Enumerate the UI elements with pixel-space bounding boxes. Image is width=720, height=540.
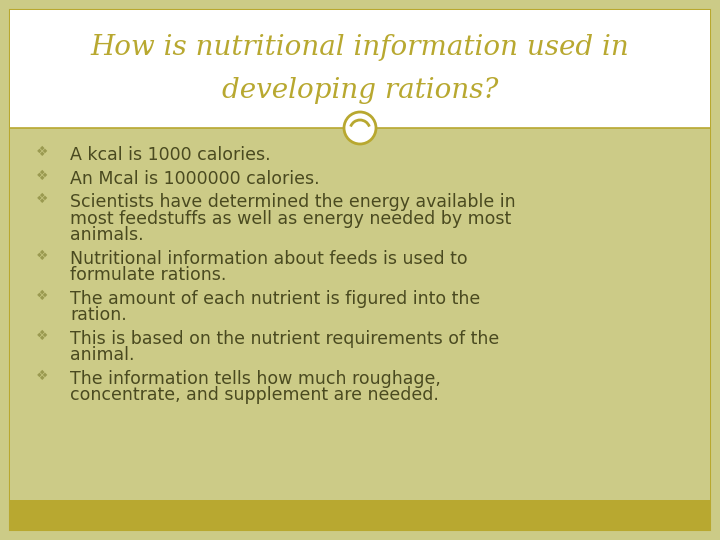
Text: An Mcal is 1000000 calories.: An Mcal is 1000000 calories.	[70, 170, 320, 187]
Text: concentrate, and supplement are needed.: concentrate, and supplement are needed.	[70, 386, 439, 404]
Text: developing rations?: developing rations?	[222, 77, 498, 104]
Text: animal.: animal.	[70, 346, 135, 364]
Text: ❖: ❖	[36, 145, 48, 159]
Text: ❖: ❖	[36, 328, 48, 342]
Text: ration.: ration.	[70, 306, 127, 324]
Circle shape	[344, 112, 376, 144]
Text: This is based on the nutrient requirements of the: This is based on the nutrient requiremen…	[70, 329, 499, 348]
Text: A kcal is 1000 calories.: A kcal is 1000 calories.	[70, 146, 271, 164]
Text: Nutritional information about feeds is used to: Nutritional information about feeds is u…	[70, 249, 467, 267]
Bar	[10, 10, 710, 128]
Text: The information tells how much roughage,: The information tells how much roughage,	[70, 369, 441, 388]
Text: animals.: animals.	[70, 226, 143, 244]
Text: The amount of each nutrient is figured into the: The amount of each nutrient is figured i…	[70, 289, 480, 307]
Text: formulate rations.: formulate rations.	[70, 266, 226, 284]
FancyBboxPatch shape	[10, 10, 710, 530]
Bar	[10, 128, 710, 500]
Text: ❖: ❖	[36, 168, 48, 183]
Text: How is nutritional information used in: How is nutritional information used in	[91, 34, 629, 61]
Text: most feedstuffs as well as energy needed by most: most feedstuffs as well as energy needed…	[70, 210, 511, 227]
Text: ❖: ❖	[36, 192, 48, 206]
Bar	[10, 500, 710, 530]
Text: Scientists have determined the energy available in: Scientists have determined the energy av…	[70, 193, 516, 211]
Text: ❖: ❖	[36, 288, 48, 302]
Text: ❖: ❖	[36, 248, 48, 262]
Text: ❖: ❖	[36, 368, 48, 382]
